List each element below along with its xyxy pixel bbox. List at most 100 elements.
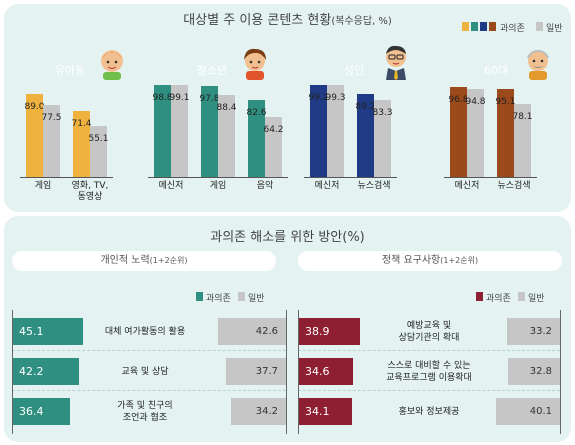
bar-label-teen-1-addicted: 97.8 [199,94,220,105]
personal-bar-general-1: 37.7 [225,358,286,385]
group-pill-infant: 유아동 [14,62,126,79]
legend-general-label: 일반 [546,24,563,34]
bar-label-adult-0-addicted: 99.2 [308,92,329,103]
category-label-infant-0: 게임 [34,181,52,191]
bar-senior-1-general [514,104,531,177]
group-pill-teen: 청소년 [156,62,268,79]
category-label-teen-2: 음악 [256,181,274,191]
bar-infant-1-general [90,125,107,177]
bar-infant-0-general [43,104,60,177]
bar-label-senior-1-general: 78.1 [512,112,533,123]
personal-heading-sub: (1+2순위) [149,256,188,265]
bar-senior-1-addicted [497,88,514,177]
bar-teen-2-addicted [248,100,265,177]
bar-label-infant-0-addicted: 89.0 [24,102,45,113]
personal-category-label-0: 대체 여가활동의 활용 [104,327,186,337]
policy-row-divider-1 [298,390,560,391]
baseline-adult [304,177,397,178]
personal-bar-addicted-2: 36.4 [13,398,70,425]
bar-adult-0-addicted [310,84,327,177]
policy-legend-swatch-general [518,292,525,301]
policy-legend-addicted: 과의존 [486,294,511,304]
category-label-adult-0: 메신저 [314,181,340,191]
bottom-panel [4,216,571,442]
policy-heading-text: 정책 요구사항 [381,255,441,266]
personal-legend-general: 일반 [248,294,265,304]
adult-avatar-icon [386,45,406,80]
bar-label-adult-0-general: 99.3 [325,92,346,103]
policy-bar-general-0: 33.2 [506,318,560,345]
policy-bar-general-1: 32.8 [507,358,560,385]
policy-row-divider-0 [298,350,560,351]
bar-adult-0-general [327,84,344,177]
bar-label-teen-0-addicted: 98.8 [152,93,173,104]
policy-left-axis [298,310,299,434]
legend-swatch-general [536,22,543,31]
category-label-senior-1: 뉴스검색 [497,181,531,191]
bar-teen-0-addicted [154,85,171,177]
bar-label-adult-1-general: 83.3 [372,107,393,118]
group-pill-adult: 성인 [298,62,410,79]
category-label-adult-1: 뉴스검색 [357,181,391,191]
policy-category-label-2: 홍보와 정보제공 [398,407,460,417]
policy-heading-sub: (1+2순위) [440,256,479,265]
policy-bar-general-2: 40.1 [495,398,560,425]
senior-avatar-icon [527,49,549,80]
legend-addicted-label: 과의존 [500,24,525,34]
personal-category-label-1: 교육 및 상담 [121,367,169,377]
personal-row-divider-0 [12,350,286,351]
policy-category-label-1: 스스로 대비할 수 있는 교육프로그램 이용확대 [386,361,472,383]
top-chart-title: 대상별 주 이용 콘텐츠 현황(복수응답, %) [0,9,575,28]
personal-bar-addicted-0: 45.1 [13,318,84,345]
policy-bar-addicted-1: 34.6 [299,358,353,385]
legend-swatch-senior [489,22,496,31]
group-label-teen: 청소년 [196,64,228,77]
baseline-senior [444,177,537,178]
policy-demand-heading: 정책 요구사항(1+2순위) [298,251,562,271]
policy-bar-addicted-0: 38.9 [299,318,360,345]
legend-swatch-adult [480,22,487,31]
bar-label-teen-1-general: 88.4 [216,102,237,113]
bar-label-teen-2-general: 64.2 [263,125,284,136]
teen-avatar-icon [244,48,266,80]
bottom-chart-title: 과의존 해소를 위한 방안(%) [210,230,365,245]
baseline-teen [148,177,288,178]
top-title-text: 대상별 주 이용 콘텐츠 현황 [183,13,332,28]
category-label-teen-0: 메신저 [158,181,184,191]
personal-left-axis [12,310,13,434]
bar-teen-1-addicted [201,86,218,177]
bar-senior-0-addicted [450,86,467,177]
group-label-adult: 성인 [343,64,365,77]
policy-category-label-0: 예방교육 및 상담기관의 확대 [398,321,460,343]
bar-label-senior-0-addicted: 96.8 [448,94,469,105]
category-label-infant-1: 영화, TV, 동영상 [71,181,109,202]
infant-avatar-icon [101,50,123,80]
legend-swatch-teen [471,22,478,31]
group-pill-senior: 60대 [440,62,552,79]
personal-right-axis [286,310,287,434]
group-label-infant: 유아동 [54,64,86,77]
personal-legend-swatch-general [238,292,245,301]
policy-legend-swatch-addicted [476,292,483,301]
bar-infant-1-addicted [73,110,90,177]
personal-row-divider-1 [12,390,286,391]
baseline-infant [20,177,113,178]
bar-label-infant-1-general: 55.1 [88,133,109,144]
bar-label-teen-2-addicted: 82.6 [246,108,267,119]
bar-adult-1-general [374,99,391,177]
bar-senior-0-general [467,88,484,177]
category-label-teen-1: 게임 [209,181,227,191]
bar-label-teen-0-general: 99.1 [169,92,190,103]
bar-teen-1-general [218,94,235,177]
bar-label-senior-0-general: 94.8 [465,96,486,107]
policy-right-axis [560,310,561,434]
legend-swatch-infant [462,22,469,31]
top-subtitle-text: (복수응답, %) [331,16,392,27]
personal-bar-addicted-1: 42.2 [13,358,79,385]
bar-label-infant-0-general: 77.5 [41,112,62,123]
personal-bar-general-2: 34.2 [231,398,286,425]
personal-legend-addicted: 과의존 [206,294,231,304]
policy-legend-general: 일반 [528,294,545,304]
personal-heading-text: 개인적 노력 [100,255,150,266]
personal-category-label-2: 가족 및 친구의 조언과 협조 [117,401,173,423]
